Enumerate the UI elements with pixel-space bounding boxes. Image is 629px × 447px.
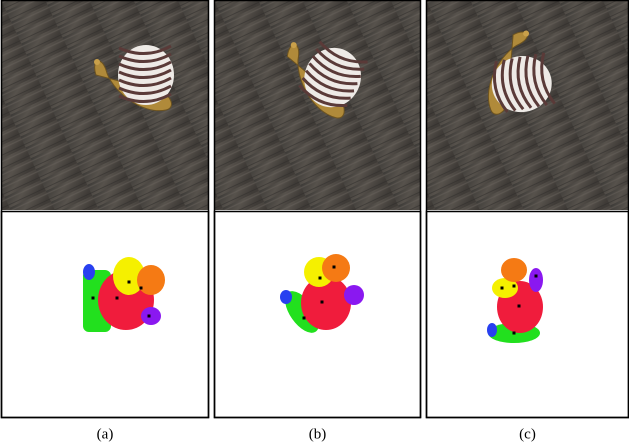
panel: (c): [426, 1, 629, 443]
segment: [141, 307, 161, 325]
panel-label: (c): [519, 426, 536, 442]
keypoint: [321, 301, 324, 304]
keypoint: [319, 277, 322, 280]
keypoint: [116, 297, 119, 300]
segment: [280, 290, 292, 304]
keypoint: [513, 285, 516, 288]
keypoint: [92, 297, 95, 300]
segment: [83, 264, 95, 280]
keypoint: [501, 287, 504, 290]
keypoint: [140, 287, 143, 290]
keypoint: [333, 266, 336, 269]
keypoint: [513, 332, 516, 335]
keypoint: [518, 305, 521, 308]
panel: (a): [1, 1, 209, 443]
panel: (b): [214, 1, 421, 443]
figure: (a) (b) (c): [0, 0, 629, 447]
segment: [344, 285, 364, 305]
keypoint: [148, 315, 151, 318]
panel-label: (a): [97, 426, 114, 442]
segment: [137, 265, 165, 295]
segment: [487, 323, 497, 337]
segment: [501, 258, 527, 282]
photo-background: [1, 1, 209, 210]
panel-label: (b): [309, 426, 327, 442]
snail-eye: [94, 59, 100, 65]
keypoint: [303, 317, 306, 320]
keypoint: [535, 275, 538, 278]
segment: [322, 254, 350, 282]
keypoint: [128, 281, 131, 284]
segment: [529, 268, 543, 292]
